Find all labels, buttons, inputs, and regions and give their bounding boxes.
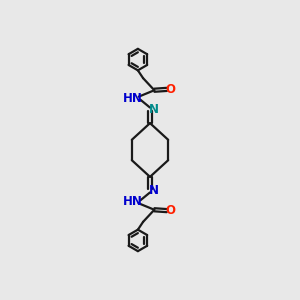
Text: HN: HN	[123, 92, 143, 105]
Text: N: N	[149, 103, 159, 116]
Text: O: O	[165, 83, 175, 96]
Text: O: O	[165, 204, 175, 217]
Text: HN: HN	[123, 195, 143, 208]
Text: N: N	[149, 184, 159, 197]
